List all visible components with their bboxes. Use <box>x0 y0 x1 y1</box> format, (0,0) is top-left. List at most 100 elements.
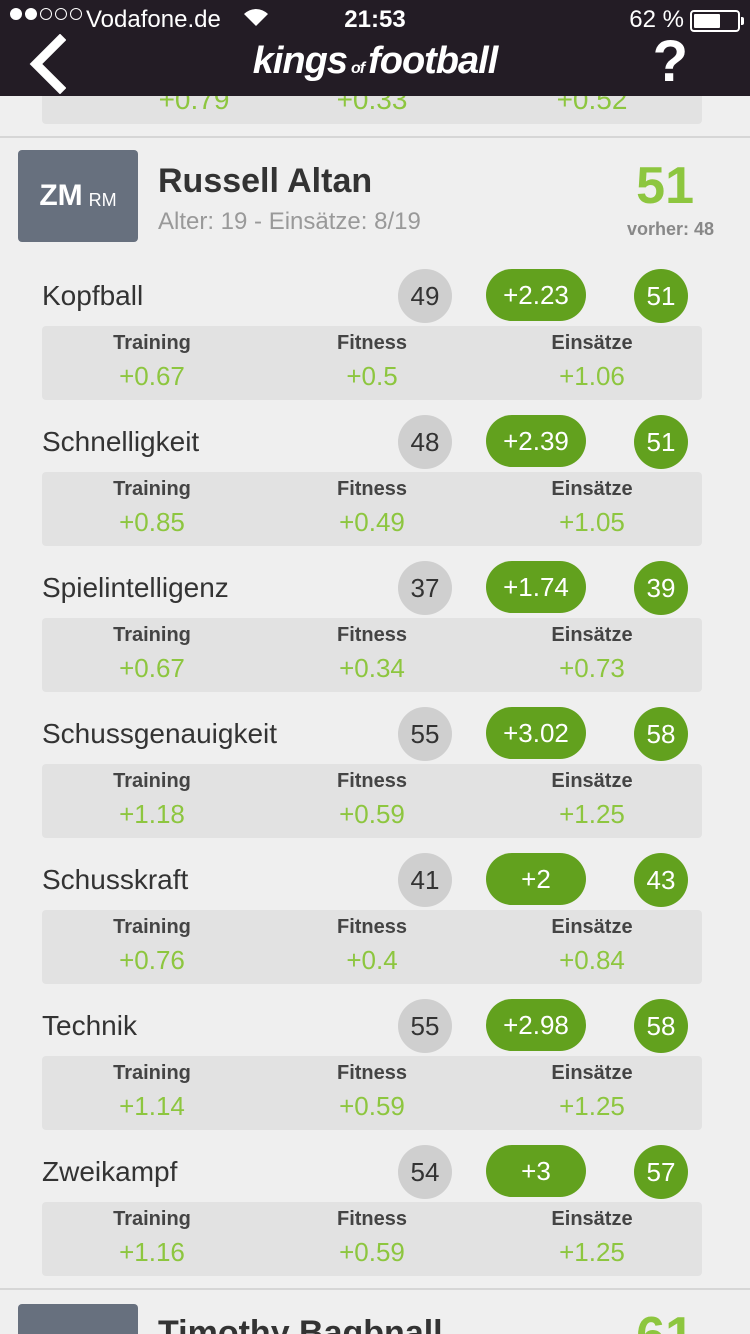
einsaetze-column: Einsätze +1.25 <box>482 770 702 830</box>
einsaetze-label: Einsätze <box>551 332 633 354</box>
einsaetze-label: Einsätze <box>551 624 633 646</box>
attribute-row: Zweikampf 54 +3 57 Training +1.16 Fitness +0.59… <box>0 1145 750 1296</box>
fitness-value: +0.5 <box>346 361 398 391</box>
fitness-column: Fitness +0.59 <box>262 1208 482 1268</box>
attribute-row: Schnelligkeit 48 +2.39 51 Training +0.85 Fitne… <box>0 415 750 566</box>
attribute-row: Spielintelligenz 37 +1.74 39 Training +0.67 Fi… <box>0 561 750 712</box>
training-column: Training +1.16 <box>42 1208 262 1268</box>
training-column: Training +1.14 <box>42 1062 262 1122</box>
new-value-badge: 51 <box>634 269 688 323</box>
clock: 21:53 <box>344 6 406 33</box>
einsaetze-value: +1.06 <box>559 361 625 391</box>
old-value-badge: 41 <box>398 853 452 907</box>
help-button[interactable]: ? <box>652 29 688 94</box>
fitness-label: Fitness <box>336 1208 408 1230</box>
next-position-badge <box>18 1304 138 1334</box>
delta-badge: +2.98 <box>486 999 586 1051</box>
einsaetze-value: +1.25 <box>559 1237 625 1267</box>
signal-strength-icon <box>10 8 82 20</box>
attribute-breakdown: Training +1.18 Fitness +0.59 Einsätze +1.25 <box>42 764 702 838</box>
training-value: +0.76 <box>119 945 185 975</box>
delta-badge: +2.39 <box>486 415 586 467</box>
attribute-name: Schusskraft <box>42 864 189 895</box>
einsaetze-column: Einsätze +1.25 <box>482 1208 702 1268</box>
new-value-badge: 51 <box>634 415 688 469</box>
old-value-badge: 54 <box>398 1145 452 1199</box>
player-name: Russell Altan <box>158 162 373 200</box>
fitness-value: +0.4 <box>346 945 398 975</box>
fitness-value: +0.59 <box>339 1237 405 1267</box>
fitness-label: Fitness <box>336 332 408 354</box>
battery-icon <box>690 10 744 32</box>
fitness-label: Fitness <box>336 770 408 792</box>
fitness-value: +0.34 <box>339 653 405 683</box>
old-value-badge: 55 <box>398 707 452 761</box>
fitness-column: Fitness +0.59 <box>262 770 482 830</box>
next-player-name: Timothy Bagbnall <box>158 1314 443 1334</box>
attribute-row: Schusskraft 41 +2 43 Training +0.76 Fitness +0.… <box>0 853 750 1004</box>
new-value-badge: 57 <box>634 1145 688 1199</box>
einsaetze-column: Einsätze +0.73 <box>482 624 702 684</box>
attribute-row: Technik 55 +2.98 58 Training +1.14 Fitness +0.5… <box>0 999 750 1150</box>
fitness-column: Fitness +0.4 <box>262 916 482 976</box>
top-bar: Vodafone.de 21:53 62 % kings of football ? <box>0 0 750 96</box>
delta-badge: +2 <box>486 853 586 905</box>
fitness-column: Fitness +0.34 <box>262 624 482 684</box>
attribute-breakdown: Training +0.67 Fitness +0.34 Einsätze +0.73 <box>42 618 702 692</box>
einsaetze-column: Einsätze +1.25 <box>482 1062 702 1122</box>
new-value-badge: 39 <box>634 561 688 615</box>
delta-badge: +2.23 <box>486 269 586 321</box>
old-value-badge: 37 <box>398 561 452 615</box>
einsaetze-value: +1.25 <box>559 1091 625 1121</box>
fitness-column: Fitness +0.59 <box>262 1062 482 1122</box>
previous-fitness-value: +0.33 <box>336 96 408 115</box>
training-column: Training +0.67 <box>42 624 262 684</box>
training-value: +1.16 <box>119 1237 185 1267</box>
fitness-value: +0.59 <box>339 799 405 829</box>
einsaetze-label: Einsätze <box>551 1208 633 1230</box>
einsaetze-label: Einsätze <box>551 478 633 500</box>
status-bar: Vodafone.de 21:53 62 % <box>0 0 750 40</box>
einsaetze-column: Einsätze +0.84 <box>482 916 702 976</box>
previous-einsaetze-value: +0.52 <box>556 96 628 115</box>
attribute-row: Schussgenauigkeit 55 +3.02 58 Training +1.18 F… <box>0 707 750 858</box>
app-logo: kings of football <box>252 40 499 82</box>
delta-badge: +1.74 <box>486 561 586 613</box>
attribute-name: Schussgenauigkeit <box>42 718 278 749</box>
fitness-label: Fitness <box>336 478 408 500</box>
training-label: Training <box>113 916 191 938</box>
training-label: Training <box>113 770 191 792</box>
new-value-badge: 58 <box>634 707 688 761</box>
fitness-label: Fitness <box>336 916 408 938</box>
fitness-label: Fitness <box>336 1062 408 1084</box>
player-meta: Alter: 19 - Einsätze: 8/19 <box>158 208 421 235</box>
fitness-value: +0.59 <box>339 1091 405 1121</box>
previous-training-value: +0.79 <box>158 96 230 115</box>
position-badge: ZM RM <box>18 150 138 242</box>
attribute-breakdown: Training +0.76 Fitness +0.4 Einsätze +0.84 <box>42 910 702 984</box>
delta-badge: +3 <box>486 1145 586 1197</box>
training-column: Training +0.76 <box>42 916 262 976</box>
einsaetze-value: +1.25 <box>559 799 625 829</box>
attribute-breakdown: Training +0.67 Fitness +0.5 Einsätze +1.06 <box>42 326 702 400</box>
einsaetze-label: Einsätze <box>551 916 633 938</box>
einsaetze-column: Einsätze +1.06 <box>482 332 702 392</box>
training-value: +0.67 <box>119 361 185 391</box>
training-label: Training <box>113 332 191 354</box>
old-value-badge: 48 <box>398 415 452 469</box>
attribute-name: Zweikampf <box>42 1156 178 1187</box>
wifi-icon <box>242 6 270 35</box>
training-value: +0.85 <box>119 507 185 537</box>
attribute-breakdown: Training +1.16 Fitness +0.59 Einsätze +1.25 <box>42 1202 702 1276</box>
card-divider <box>0 1288 750 1290</box>
attribute-name: Kopfball <box>42 280 144 311</box>
chevron-left-icon <box>29 33 67 95</box>
training-column: Training +0.67 <box>42 332 262 392</box>
fitness-column: Fitness +0.5 <box>262 332 482 392</box>
training-value: +1.14 <box>119 1091 185 1121</box>
back-button[interactable] <box>26 33 76 95</box>
new-value-badge: 58 <box>634 999 688 1053</box>
training-label: Training <box>113 478 191 500</box>
training-column: Training +1.18 <box>42 770 262 830</box>
einsaetze-value: +0.84 <box>559 945 625 975</box>
